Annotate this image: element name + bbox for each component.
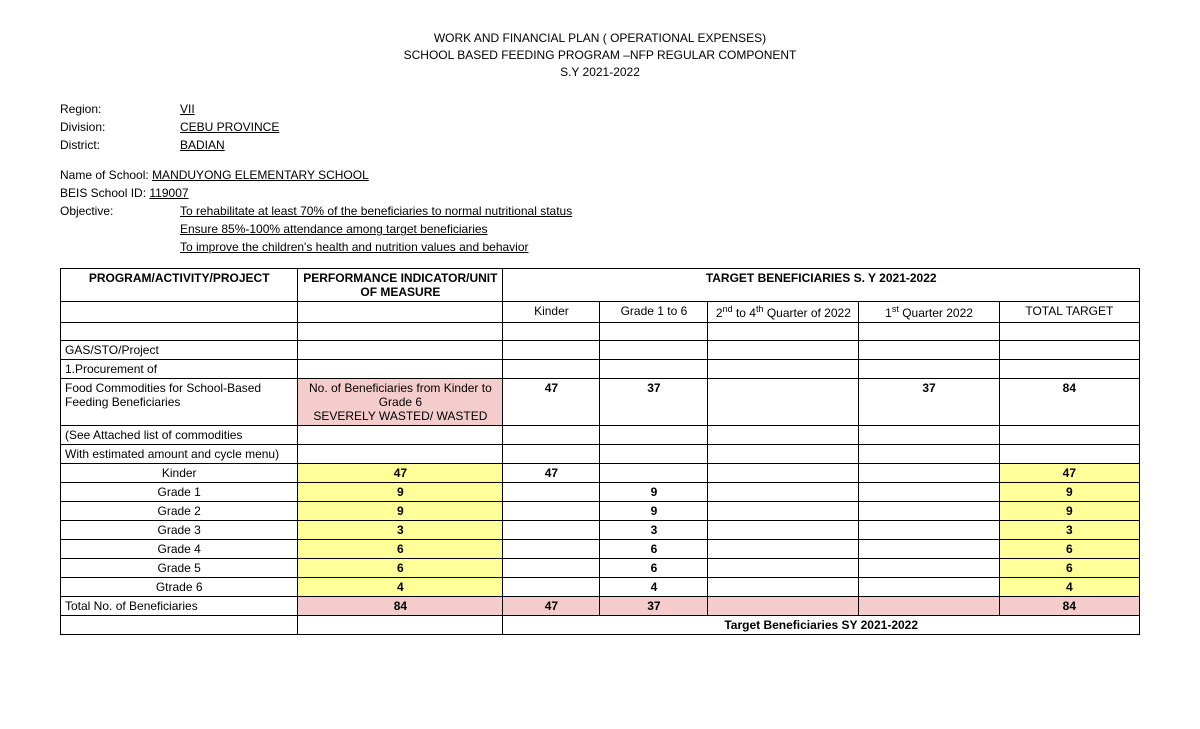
meta-block: Region: VII Division: CEBU PROVINCE Dist… — [60, 100, 1140, 154]
grade-ind: 6 — [298, 540, 503, 559]
title-line-2: SCHOOL BASED FEEDING PROGRAM –NFP REGULA… — [60, 47, 1140, 64]
grade-k — [503, 559, 600, 578]
district-label: District: — [60, 136, 180, 154]
grade-name: Gtrade 6 — [61, 578, 298, 597]
row-total-g: 37 — [600, 597, 708, 616]
grade-g: 9 — [600, 483, 708, 502]
grade-tot: 47 — [999, 464, 1139, 483]
grade-ind: 9 — [298, 502, 503, 521]
grade-tot: 6 — [999, 559, 1139, 578]
grade-tot: 9 — [999, 483, 1139, 502]
title-line-1: WORK AND FINANCIAL PLAN ( OPERATIONAL EX… — [60, 30, 1140, 47]
footer-target: Target Beneficiaries SY 2021-2022 — [503, 616, 1140, 635]
grade-name: Grade 2 — [61, 502, 298, 521]
objective-label: Objective: — [60, 202, 180, 220]
beis-label: BEIS School ID: — [60, 186, 146, 200]
title-line-3: S.Y 2021-2022 — [60, 64, 1140, 81]
division-label: Division: — [60, 118, 180, 136]
school-value: MANDUYONG ELEMENTARY SCHOOL — [152, 168, 369, 182]
row-total-tot: 84 — [999, 597, 1139, 616]
grade-name: Grade 5 — [61, 559, 298, 578]
subhdr-g16: Grade 1 to 6 — [600, 302, 708, 323]
grade-k — [503, 578, 600, 597]
hdr-indicator: PERFORMANCE INDICATOR/UNIT OF MEASURE — [298, 269, 503, 302]
grade-tot: 9 — [999, 502, 1139, 521]
grade-ind: 9 — [298, 483, 503, 502]
school-block: Name of School: MANDUYONG ELEMENTARY SCH… — [60, 166, 1140, 256]
row-food-label: Food Commodities for School-Based Feedin… — [61, 379, 298, 426]
title-block: WORK AND FINANCIAL PLAN ( OPERATIONAL EX… — [60, 30, 1140, 80]
grade-k: 47 — [503, 464, 600, 483]
grade-ind: 4 — [298, 578, 503, 597]
grade-g: 4 — [600, 578, 708, 597]
grade-name: Kinder — [61, 464, 298, 483]
row-total-label: Total No. of Beneficiaries — [61, 597, 298, 616]
grade-ind: 47 — [298, 464, 503, 483]
grade-g: 3 — [600, 521, 708, 540]
blank-cell — [61, 302, 298, 323]
objective-1: To rehabilitate at least 70% of the bene… — [180, 202, 572, 220]
row-food-g16: 37 — [600, 379, 708, 426]
region-value: VII — [180, 100, 195, 118]
grade-name: Grade 4 — [61, 540, 298, 559]
row-see2: With estimated amount and cycle menu) — [61, 445, 298, 464]
row-food-total: 84 — [999, 379, 1139, 426]
row-food-q1: 37 — [859, 379, 999, 426]
grade-g: 6 — [600, 540, 708, 559]
grade-k — [503, 502, 600, 521]
row-total-k: 47 — [503, 597, 600, 616]
grade-k — [503, 521, 600, 540]
grade-g: 9 — [600, 502, 708, 521]
division-value: CEBU PROVINCE — [180, 118, 279, 136]
blank-cell — [298, 302, 503, 323]
subhdr-kinder: Kinder — [503, 302, 600, 323]
objective-2: Ensure 85%-100% attendance among target … — [180, 220, 1140, 238]
grade-ind: 6 — [298, 559, 503, 578]
hdr-program: PROGRAM/ACTIVITY/PROJECT — [61, 269, 298, 302]
row-proc: 1.Procurement of — [61, 360, 298, 379]
district-value: BADIAN — [180, 136, 225, 154]
row-food-ind: No. of Beneficiaries from Kinder to Grad… — [298, 379, 503, 426]
grade-g: 6 — [600, 559, 708, 578]
grade-k — [503, 540, 600, 559]
row-see1: (See Attached list of commodities — [61, 426, 298, 445]
grade-ind: 3 — [298, 521, 503, 540]
grade-k — [503, 483, 600, 502]
grade-tot: 4 — [999, 578, 1139, 597]
row-gas: GAS/STO/Project — [61, 341, 298, 360]
main-table: PROGRAM/ACTIVITY/PROJECT PERFORMANCE IND… — [60, 268, 1140, 635]
subhdr-total: TOTAL TARGET — [999, 302, 1139, 323]
row-food-kinder: 47 — [503, 379, 600, 426]
school-label: Name of School: — [60, 168, 149, 182]
beis-value: 119007 — [149, 186, 188, 200]
grade-g — [600, 464, 708, 483]
grade-tot: 3 — [999, 521, 1139, 540]
subhdr-q24: 2nd to 4th Quarter of 2022 — [708, 302, 859, 323]
grade-name: Grade 1 — [61, 483, 298, 502]
region-label: Region: — [60, 100, 180, 118]
hdr-target: TARGET BENEFICIARIES S. Y 2021-2022 — [503, 269, 1140, 302]
grade-tot: 6 — [999, 540, 1139, 559]
subhdr-q1: 1st Quarter 2022 — [859, 302, 999, 323]
objective-3: To improve the children's health and nut… — [180, 238, 1140, 256]
row-total-ind: 84 — [298, 597, 503, 616]
grade-name: Grade 3 — [61, 521, 298, 540]
